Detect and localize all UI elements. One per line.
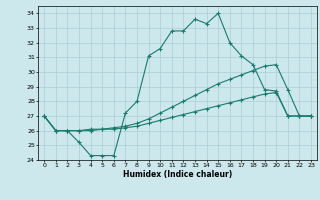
X-axis label: Humidex (Indice chaleur): Humidex (Indice chaleur) xyxy=(123,170,232,179)
